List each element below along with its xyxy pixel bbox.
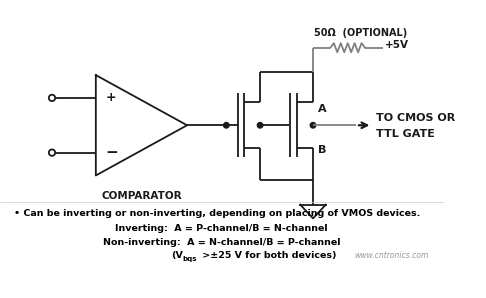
Text: • Can be inverting or non-inverting, depending on placing of VMOS devices.: • Can be inverting or non-inverting, dep… [14, 209, 420, 218]
Text: B: B [317, 145, 326, 155]
Text: Inverting:  A = P-channel/B = N-channel: Inverting: A = P-channel/B = N-channel [116, 224, 328, 233]
Circle shape [258, 122, 263, 128]
Text: >±25 V for both devices): >±25 V for both devices) [199, 251, 336, 260]
Circle shape [224, 122, 229, 128]
Text: +: + [106, 91, 117, 104]
Text: +5V: +5V [385, 40, 409, 50]
Circle shape [310, 122, 316, 128]
Text: bqs: bqs [183, 255, 197, 262]
Text: TO CMOS OR: TO CMOS OR [376, 113, 455, 123]
Text: www.cntronics.com: www.cntronics.com [354, 251, 429, 260]
Text: (V: (V [171, 251, 183, 260]
Text: Non-inverting:  A = N-channel/B = P-channel: Non-inverting: A = N-channel/B = P-chann… [103, 238, 341, 246]
Text: −: − [105, 145, 118, 160]
Text: A: A [317, 104, 326, 114]
Text: COMPARATOR: COMPARATOR [101, 190, 182, 201]
Text: 50Ω  (OPTIONAL): 50Ω (OPTIONAL) [314, 28, 407, 38]
Text: TTL GATE: TTL GATE [376, 129, 435, 139]
